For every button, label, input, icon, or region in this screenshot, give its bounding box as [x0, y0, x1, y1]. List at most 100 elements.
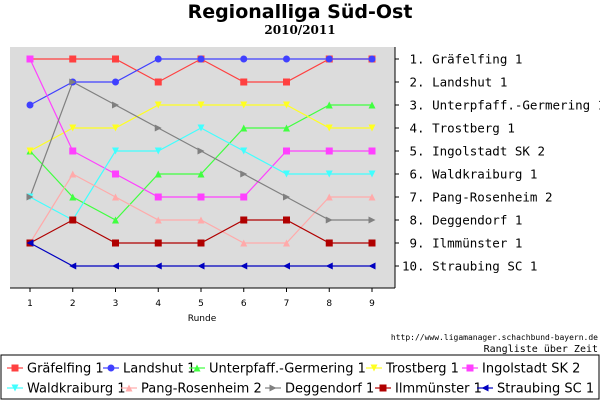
data-point	[283, 239, 290, 247]
data-point	[69, 193, 77, 201]
legend-label: Gräfelfing 1	[27, 362, 104, 377]
data-point	[112, 239, 119, 247]
data-point	[112, 124, 119, 132]
y-tick-label: 2. Landshut 1	[402, 75, 507, 90]
legend-marker	[269, 384, 277, 392]
data-point	[197, 216, 205, 224]
x-axis-label: Runde	[188, 314, 217, 324]
data-point	[283, 78, 290, 86]
legend-marker	[481, 384, 489, 392]
data-point	[69, 170, 77, 178]
data-point	[368, 239, 376, 247]
legend-marker	[370, 364, 378, 372]
data-point	[283, 124, 290, 132]
data-point	[112, 216, 119, 224]
data-point	[69, 262, 77, 270]
data-point	[325, 55, 333, 63]
data-point	[240, 193, 248, 201]
data-point	[368, 101, 376, 109]
data-point	[197, 147, 205, 155]
data-point	[154, 216, 162, 224]
data-point	[26, 147, 34, 155]
data-point	[325, 147, 333, 155]
legend-label: Pang-Rosenheim 2	[141, 382, 262, 397]
chart-caption: Rangliste über Zeit	[484, 344, 598, 355]
x-tick-label: 1	[27, 299, 33, 309]
data-point	[325, 170, 333, 178]
x-tick-label: 7	[284, 299, 290, 309]
data-point	[197, 170, 205, 178]
legend-box	[0, 354, 600, 400]
data-point	[197, 124, 205, 132]
data-point	[368, 216, 376, 224]
legend-label: Straubing SC 1	[497, 382, 594, 397]
legend-label: Deggendorf 1	[285, 382, 374, 397]
y-tick-label: 9. Ilmmünster 1	[402, 236, 522, 251]
data-point	[197, 262, 205, 270]
legend-marker	[193, 364, 201, 372]
plot-area	[10, 47, 395, 288]
data-point	[240, 216, 248, 224]
data-point	[69, 78, 77, 86]
data-point	[240, 262, 248, 270]
legend-marker	[107, 364, 115, 372]
data-point	[283, 216, 290, 224]
data-point	[154, 262, 162, 270]
data-point	[112, 193, 119, 201]
data-point	[240, 55, 248, 63]
data-point	[154, 170, 162, 178]
data-point	[368, 124, 376, 132]
y-tick-label: 7. Pang-Rosenheim 2	[402, 190, 553, 205]
data-point	[283, 193, 290, 201]
y-tick-label: 8. Deggendorf 1	[402, 213, 522, 228]
data-point	[154, 147, 162, 155]
y-tick-label: 5. Ingolstadt SK 2	[402, 144, 545, 159]
data-point	[368, 170, 376, 178]
data-point	[112, 55, 119, 63]
legend-marker	[125, 384, 133, 392]
x-tick-label: 6	[241, 299, 247, 309]
data-point	[26, 193, 34, 201]
legend-marker	[466, 364, 474, 372]
data-point	[368, 147, 376, 155]
x-tick-label: 9	[369, 299, 375, 309]
data-point	[69, 216, 77, 224]
x-tick-label: 8	[326, 299, 332, 309]
x-tick-label: 2	[70, 299, 76, 309]
data-point	[197, 55, 205, 63]
data-point	[112, 101, 119, 109]
data-point	[325, 124, 333, 132]
data-point	[283, 170, 290, 178]
data-point	[154, 101, 162, 109]
data-point	[240, 78, 248, 86]
legend-label: Unterpfaff.-Germering 1	[209, 362, 366, 377]
data-point	[112, 262, 119, 270]
legend-label: Landshut 1	[123, 362, 195, 377]
y-tick-group: 1. Gräfelfing 1 2. Landshut 1 3. Unterpf…	[395, 52, 600, 274]
data-point	[69, 124, 77, 132]
data-point	[283, 262, 290, 270]
source-url: http://www.ligamanager.schachbund-bayern…	[391, 333, 598, 342]
legend-label: Trostberg 1	[385, 362, 459, 377]
data-point	[154, 124, 162, 132]
data-point	[154, 193, 162, 201]
data-point	[325, 101, 333, 109]
data-point	[368, 193, 376, 201]
y-tick-label: 10. Straubing SC 1	[402, 259, 537, 274]
data-point	[240, 239, 248, 247]
legend-label: Ilmmünster 1	[395, 382, 482, 397]
data-point	[112, 78, 119, 86]
y-tick-label: 1. Gräfelfing 1	[402, 52, 522, 67]
data-point	[240, 147, 248, 155]
data-point	[112, 170, 119, 178]
data-point	[240, 124, 248, 132]
legend-marker	[11, 364, 19, 372]
data-point	[325, 216, 333, 224]
data-point	[368, 55, 376, 63]
x-tick-group: 1 2 3 4 5 6 7 8 9	[27, 288, 375, 309]
series-marker-group	[26, 55, 376, 270]
data-point	[26, 101, 34, 109]
data-point	[368, 262, 376, 270]
data-point	[26, 55, 34, 63]
data-point	[112, 147, 119, 155]
